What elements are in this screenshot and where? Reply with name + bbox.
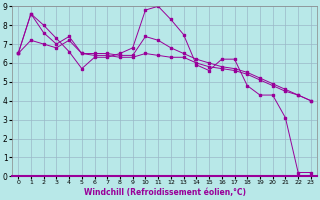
X-axis label: Windchill (Refroidissement éolien,°C): Windchill (Refroidissement éolien,°C) [84, 188, 245, 197]
